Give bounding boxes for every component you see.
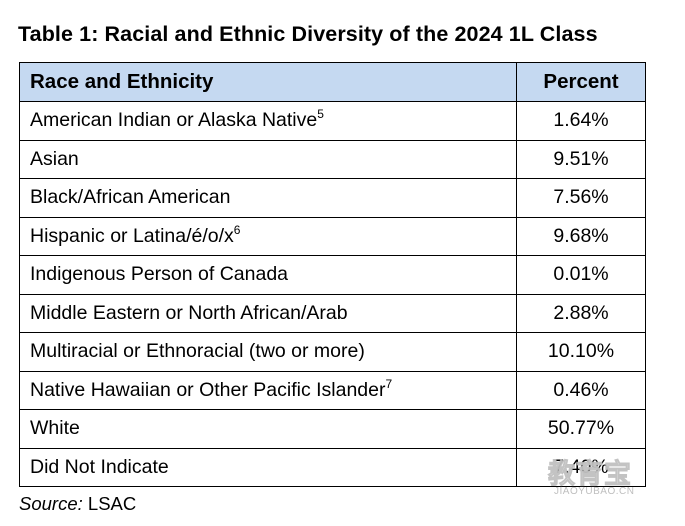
percent-cell: 9.51% bbox=[516, 139, 646, 179]
race-cell: Multiracial or Ethnoracial (two or more) bbox=[19, 332, 517, 372]
footnote-marker: 5 bbox=[317, 107, 324, 122]
race-cell: Hispanic or Latina/é/o/x6 bbox=[19, 216, 517, 256]
source-label: Source: bbox=[19, 493, 83, 514]
race-label: Black/African American bbox=[30, 186, 231, 209]
table-title: Table 1: Racial and Ethnic Diversity of … bbox=[18, 22, 598, 46]
percent-cell: 50.77% bbox=[516, 409, 646, 449]
table-header: Race and Ethnicity Percent bbox=[19, 62, 646, 102]
header-row: Race and Ethnicity Percent bbox=[19, 62, 646, 102]
race-cell: Black/African American bbox=[19, 178, 517, 218]
race-cell: Middle Eastern or North African/Arab bbox=[19, 293, 517, 333]
percent-cell: 0.46% bbox=[516, 370, 646, 410]
table-row: American Indian or Alaska Native5 1.64% bbox=[19, 101, 646, 141]
table-row: Hispanic or Latina/é/o/x6 9.68% bbox=[19, 216, 646, 256]
percent-cell: 7.40% bbox=[516, 447, 646, 487]
percent-cell: 0.01% bbox=[516, 255, 646, 295]
race-label: Hispanic or Latina/é/o/x bbox=[30, 224, 234, 247]
table-row: Multiracial or Ethnoracial (two or more)… bbox=[19, 332, 646, 372]
percent-cell: 1.64% bbox=[516, 101, 646, 141]
header-percent: Percent bbox=[516, 62, 646, 102]
race-cell: White bbox=[19, 409, 517, 449]
table-row: Asian 9.51% bbox=[19, 139, 646, 179]
table-row: Native Hawaiian or Other Pacific Islande… bbox=[19, 370, 646, 410]
table-row: Black/African American 7.56% bbox=[19, 178, 646, 218]
source-note: Source: LSAC bbox=[19, 493, 136, 515]
source-text: LSAC bbox=[87, 493, 137, 514]
watermark-url: JIAOYUBAO.CN bbox=[554, 486, 635, 497]
race-label: Indigenous Person of Canada bbox=[30, 263, 289, 286]
percent-cell: 7.56% bbox=[516, 178, 646, 218]
percent-cell: 9.68% bbox=[516, 216, 646, 256]
race-label: Did Not Indicate bbox=[30, 455, 169, 478]
percent-cell: 10.10% bbox=[516, 332, 646, 372]
race-label: Multiracial or Ethnoracial (two or more) bbox=[30, 340, 365, 363]
header-race-ethnicity: Race and Ethnicity bbox=[19, 62, 517, 102]
table-row: Indigenous Person of Canada 0.01% bbox=[19, 255, 646, 295]
race-label: Asian bbox=[30, 147, 79, 170]
race-cell: American Indian or Alaska Native5 bbox=[19, 101, 517, 141]
table-row: Did Not Indicate 7.40% bbox=[19, 447, 646, 487]
race-cell: Did Not Indicate bbox=[19, 447, 517, 487]
footnote-marker: 6 bbox=[233, 222, 241, 237]
table-row: White 50.77% bbox=[19, 409, 646, 449]
diversity-table: Race and Ethnicity Percent American Indi… bbox=[19, 62, 646, 487]
race-label: Middle Eastern or North African/Arab bbox=[30, 301, 348, 324]
race-cell: Native Hawaiian or Other Pacific Islande… bbox=[19, 370, 517, 410]
race-label: American Indian or Alaska Native bbox=[30, 109, 318, 132]
race-cell: Asian bbox=[19, 139, 517, 179]
table-row: Middle Eastern or North African/Arab 2.8… bbox=[19, 293, 646, 333]
race-cell: Indigenous Person of Canada bbox=[19, 255, 517, 295]
percent-cell: 2.88% bbox=[516, 293, 646, 333]
race-label: Native Hawaiian or Other Pacific Islande… bbox=[30, 378, 386, 401]
footnote-marker: 7 bbox=[385, 376, 393, 391]
race-label: White bbox=[30, 417, 80, 440]
